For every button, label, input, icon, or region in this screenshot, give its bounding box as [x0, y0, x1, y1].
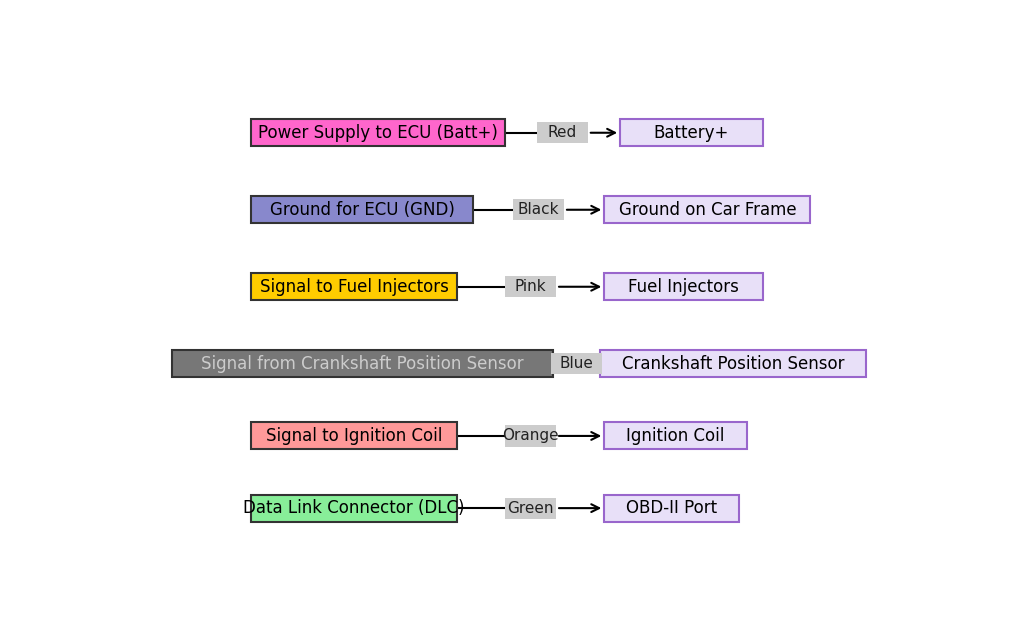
FancyBboxPatch shape [251, 196, 473, 223]
Text: Data Link Connector (DLC): Data Link Connector (DLC) [244, 499, 465, 517]
FancyBboxPatch shape [506, 426, 556, 446]
FancyBboxPatch shape [172, 350, 553, 378]
Text: Ground for ECU (GND): Ground for ECU (GND) [269, 201, 455, 219]
FancyBboxPatch shape [513, 199, 564, 221]
Text: Ignition Coil: Ignition Coil [627, 427, 725, 445]
FancyBboxPatch shape [604, 273, 763, 300]
Text: OBD-II Port: OBD-II Port [626, 499, 717, 517]
FancyBboxPatch shape [506, 276, 556, 298]
FancyBboxPatch shape [251, 119, 505, 146]
FancyBboxPatch shape [604, 494, 739, 522]
Text: Power Supply to ECU (Batt+): Power Supply to ECU (Batt+) [258, 124, 498, 142]
FancyBboxPatch shape [251, 422, 458, 449]
Text: Black: Black [518, 202, 559, 217]
FancyBboxPatch shape [251, 273, 458, 300]
Text: Ground on Car Frame: Ground on Car Frame [618, 201, 796, 219]
Text: Red: Red [548, 125, 578, 140]
Text: Pink: Pink [515, 279, 547, 294]
FancyBboxPatch shape [604, 422, 748, 449]
FancyBboxPatch shape [600, 350, 866, 378]
Text: Signal from Crankshaft Position Sensor: Signal from Crankshaft Position Sensor [201, 355, 523, 372]
Text: Blue: Blue [559, 356, 593, 371]
FancyBboxPatch shape [620, 119, 763, 146]
FancyBboxPatch shape [506, 498, 556, 519]
FancyBboxPatch shape [551, 353, 602, 374]
Text: Fuel Injectors: Fuel Injectors [628, 278, 739, 296]
FancyBboxPatch shape [251, 494, 458, 522]
Text: Battery+: Battery+ [653, 124, 729, 142]
FancyBboxPatch shape [538, 122, 588, 143]
Text: Signal to Fuel Injectors: Signal to Fuel Injectors [260, 278, 449, 296]
Text: Signal to Ignition Coil: Signal to Ignition Coil [266, 427, 442, 445]
Text: Crankshaft Position Sensor: Crankshaft Position Sensor [622, 355, 845, 372]
FancyBboxPatch shape [604, 196, 811, 223]
Text: Green: Green [508, 501, 554, 516]
Text: Orange: Orange [503, 429, 559, 444]
